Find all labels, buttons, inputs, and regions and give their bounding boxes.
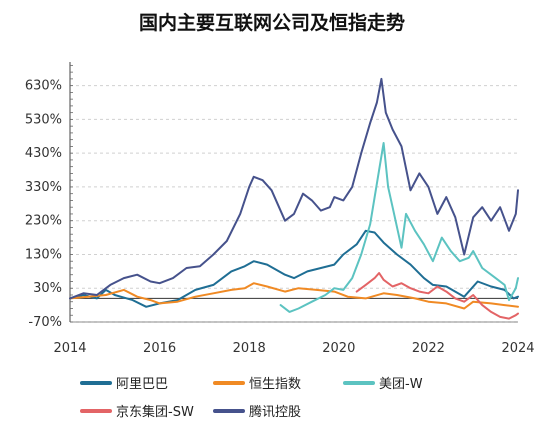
y-tick-label: 130%: [25, 247, 62, 262]
series-line-0: [69, 229, 519, 308]
chart-title: 国内主要互联网公司及恒指走势: [138, 12, 405, 34]
y-tick-label: 330%: [25, 180, 62, 195]
y-tick-label: 530%: [25, 112, 62, 127]
x-tick-label: 2016: [143, 341, 176, 356]
y-axis-ticks: 630% 530% 430% 330% 230% 130% 30% -70%: [25, 79, 62, 330]
axes: [69, 62, 518, 323]
grid-lines: [70, 85, 518, 323]
series-line-2: [279, 142, 519, 313]
legend-label: 恒生指数: [249, 377, 301, 392]
legend-label: 美团-W: [379, 377, 423, 392]
x-axis-ticks: 2014 2016 2018 2020 2022 2024: [53, 341, 534, 356]
legend-label: 腾讯控股: [249, 404, 301, 420]
y-tick-label: 230%: [25, 214, 62, 229]
y-tick-label: 430%: [25, 146, 62, 161]
x-tick-label: 2020: [322, 341, 355, 356]
y-tick-label: 630%: [25, 79, 62, 94]
series-line-3: [355, 272, 519, 320]
x-tick-label: 2014: [53, 341, 86, 356]
y-tick-label: 30%: [33, 281, 62, 296]
x-tick-label: 2024: [501, 341, 534, 356]
legend: 阿里巴巴 恒生指数 美团-W 京东集团-SW 腾讯控股: [80, 377, 423, 420]
x-tick-label: 2022: [412, 341, 445, 356]
x-tick-label: 2018: [233, 341, 266, 356]
legend-label: 京东集团-SW: [116, 404, 194, 420]
series-line-1: [69, 282, 519, 310]
series-lines: [69, 77, 519, 320]
y-tick-label: -70%: [28, 315, 62, 330]
series-line-4: [69, 77, 519, 300]
legend-label: 阿里巴巴: [116, 377, 168, 392]
